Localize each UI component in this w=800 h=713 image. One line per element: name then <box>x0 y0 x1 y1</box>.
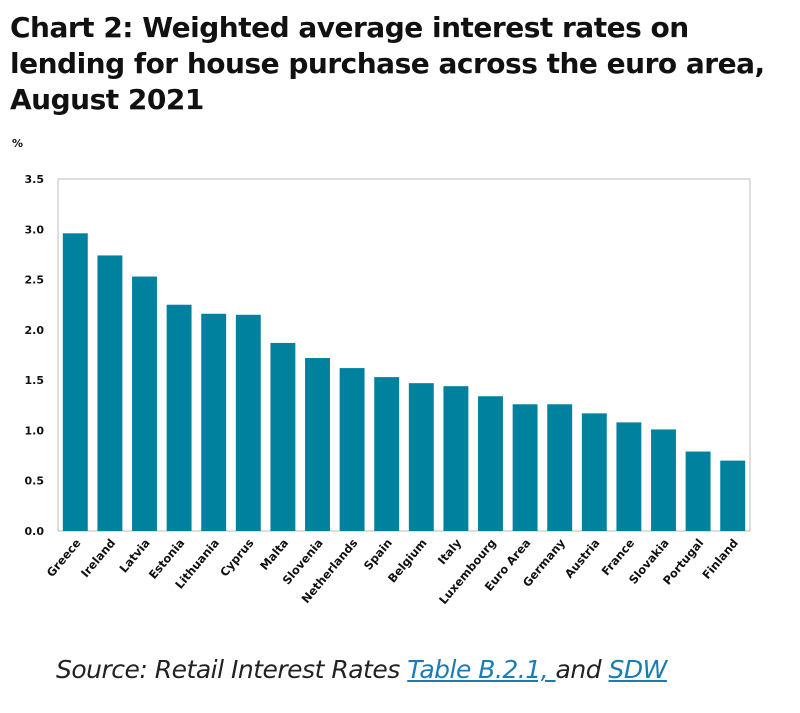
bar-chart: 0.00.51.01.52.02.53.03.5GreeceIrelandLat… <box>25 173 751 607</box>
table-b21-link[interactable]: Table B.2.1, <box>407 655 556 684</box>
bar-lithuania <box>201 313 227 531</box>
bar-estonia <box>166 304 192 531</box>
source-note: Source: Retail Interest Rates Table B.2.… <box>56 655 667 684</box>
x-tick-label: Italy <box>435 536 465 568</box>
x-tick-label: Finland <box>699 536 741 582</box>
bar-germany <box>547 404 573 531</box>
bar-luxembourg <box>478 396 503 531</box>
source-prefix: Source: Retail Interest Rates <box>56 655 408 684</box>
x-tick-label: Greece <box>44 536 84 580</box>
chart-title: Chart 2: Weighted average interest rates… <box>10 11 765 116</box>
y-tick-label: 2.0 <box>25 324 45 337</box>
bar-euro-area <box>512 404 538 531</box>
y-tick-label: 3.5 <box>25 173 45 186</box>
bar-greece <box>62 233 88 531</box>
y-tick-label: 2.5 <box>25 274 45 287</box>
bar-france <box>616 422 642 531</box>
x-tick-label: Malta <box>257 536 291 573</box>
bar-latvia <box>132 276 157 531</box>
bar-cyprus <box>235 314 261 531</box>
source-middle: and <box>555 655 609 684</box>
x-tick-label: Ireland <box>78 536 118 580</box>
bar-finland <box>720 460 746 531</box>
bar-malta <box>270 342 296 531</box>
bar-austria <box>581 413 607 531</box>
bar-portugal <box>685 451 711 531</box>
x-tick-label: Spain <box>361 536 395 573</box>
plot-area <box>57 178 751 532</box>
bar-spain <box>374 377 400 531</box>
x-tick-label: Austria <box>562 536 603 581</box>
bar-slovenia <box>305 358 330 531</box>
y-tick-label: 0.0 <box>25 525 45 538</box>
bar-ireland <box>97 255 123 531</box>
bar-belgium <box>408 383 434 531</box>
bar-netherlands <box>339 368 365 531</box>
y-tick-label: 3.0 <box>25 223 45 236</box>
y-axis-unit: % <box>12 137 24 150</box>
x-tick-label: Cyprus <box>217 536 257 579</box>
bar-slovakia <box>651 429 676 531</box>
y-tick-label: 1.5 <box>25 374 45 387</box>
y-tick-label: 1.0 <box>25 424 45 437</box>
sdw-link[interactable]: SDW <box>608 655 668 684</box>
y-tick-label: 0.5 <box>25 475 45 488</box>
bar-italy <box>443 386 469 531</box>
